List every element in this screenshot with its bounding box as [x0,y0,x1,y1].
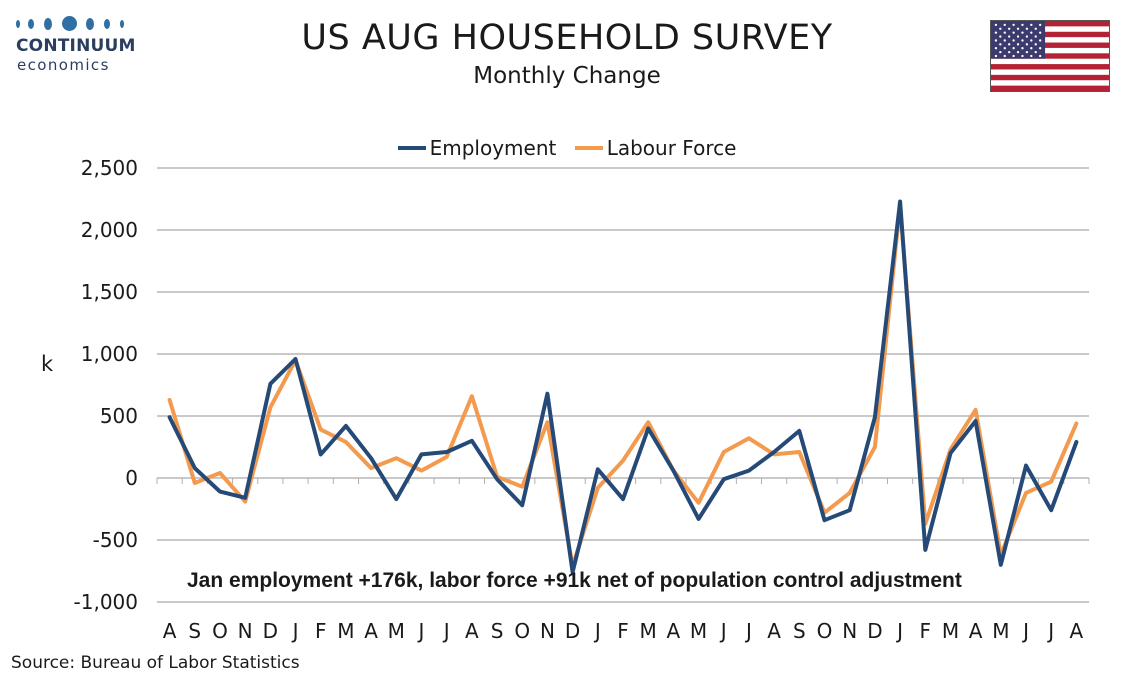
x-tick-label: A [465,619,479,643]
x-tick-label: N [842,619,857,643]
x-tick-label: F [315,619,327,643]
x-tick-label: M [640,619,657,643]
continuum-logo: CONTINUUM economics [14,14,144,74]
y-tick-label: 0 [125,466,138,490]
x-tick-label: J [1021,619,1029,643]
chart-title: US AUG HOUSEHOLD SURVEY [301,18,833,58]
us-flag-icon [990,20,1110,92]
legend-swatch-labour-force [574,146,603,150]
y-tick-label: 500 [100,404,138,428]
legend-item-employment: Employment [397,136,557,160]
legend-item-labour-force: Labour Force [574,136,737,160]
logo-subtitle: economics [17,56,110,74]
y-tick-label: 2,000 [81,218,138,242]
x-tick-label: S [793,619,806,643]
y-axis-ticks: -1,000 -500 0 500 1,000 1,500 2,000 2,500 [74,156,138,614]
x-tick-label: M [337,619,354,643]
series-line-labour-force [167,203,1079,568]
y-tick-label: 1,000 [81,342,138,366]
x-tick-label: J [895,619,903,643]
series-lines [167,199,1079,575]
y-tick-label: 2,500 [81,156,138,180]
y-tick-label: -1,000 [74,590,138,614]
chart-subtitle: Monthly Change [473,63,661,89]
x-tick-label: M [690,619,707,643]
x-tick-label: D [263,619,278,643]
x-tick-label: M [388,619,405,643]
y-tick-label: 1,500 [81,280,138,304]
source-note: Source: Bureau of Labor Statistics [11,653,300,673]
x-tick-label: A [767,619,781,643]
legend-swatch-employment [397,146,426,150]
x-tick-label: J [1046,619,1054,643]
x-tick-label: J [417,619,425,643]
x-tick-label: J [442,619,450,643]
y-axis-label: k [41,352,54,376]
x-tick-label: O [212,619,228,643]
gridlines [157,167,1089,603]
x-tick-label: A [667,619,681,643]
x-tick-label: A [969,619,983,643]
series-line-employment [167,199,1079,575]
y-tick-label: -500 [93,528,138,552]
x-tick-label: A [163,619,177,643]
logo-name: CONTINUUM [16,36,136,56]
x-tick-label: D [867,619,882,643]
x-tick-label: D [565,619,580,643]
chart-legend: Employment Labour Force [0,131,1134,160]
logo-dots-icon [14,14,144,36]
x-tick-label: J [719,619,727,643]
x-tick-label: A [1070,619,1084,643]
x-tick-label: N [238,619,253,643]
legend-label-employment: Employment [429,136,557,160]
x-tick-label: O [514,619,530,643]
x-tick-label: M [942,619,959,643]
x-tick-label: M [992,619,1009,643]
x-tick-label: F [617,619,629,643]
x-tick-label: J [744,619,752,643]
x-tick-label: F [920,619,932,643]
x-tick-label: J [593,619,601,643]
x-tick-label: J [291,619,299,643]
chart-annotation: Jan employment +176k, labor force +91k n… [187,569,962,592]
x-tick-label: S [491,619,504,643]
x-tick-label: O [817,619,833,643]
legend-label-labour-force: Labour Force [606,136,737,160]
x-tick-label: N [540,619,555,643]
x-tick-label: S [188,619,201,643]
x-tick-label: A [364,619,378,643]
